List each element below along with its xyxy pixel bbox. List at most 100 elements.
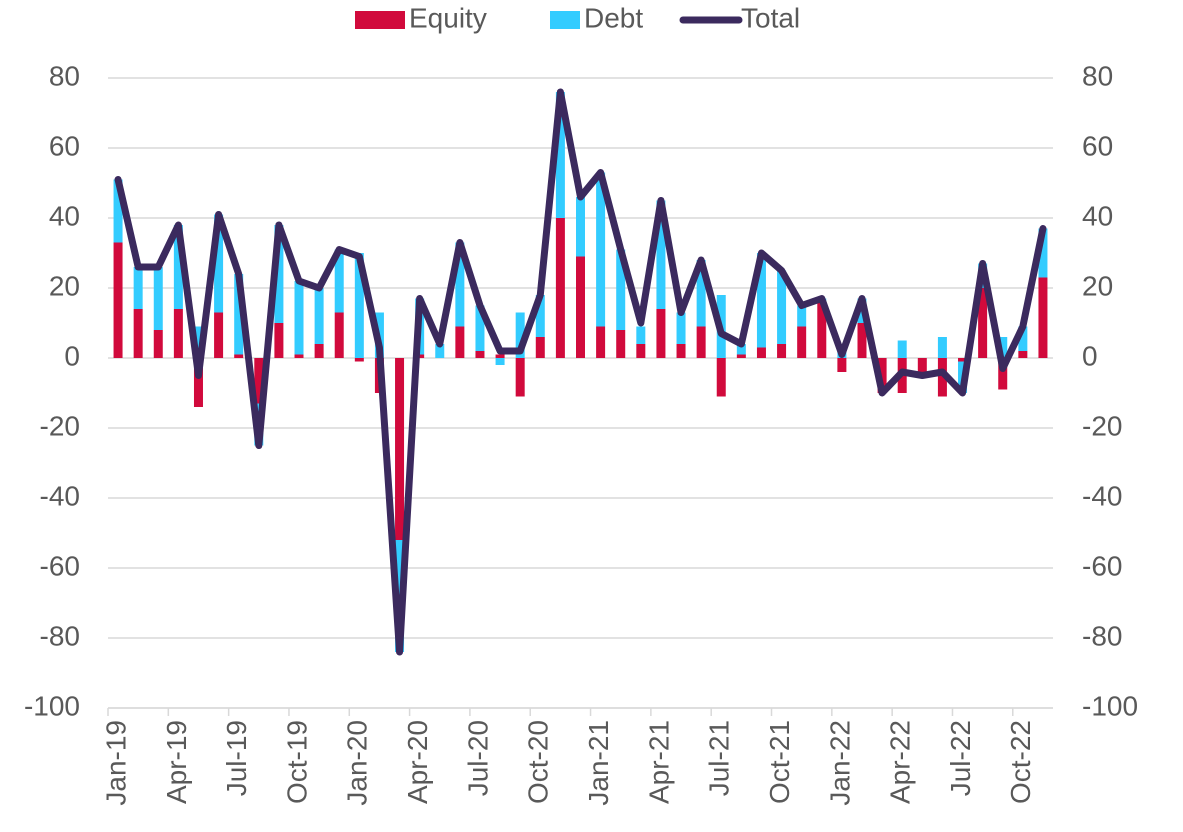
legend-label: Debt [584,2,643,33]
bar [395,358,405,540]
bar [616,249,626,330]
y2-tick-label: -60 [1082,550,1122,581]
x-tick-label: Jul-20 [462,720,493,796]
x-tick-label: Jan-20 [342,720,373,806]
y-tick-label: -40 [40,480,80,511]
bar [193,326,203,358]
bar [937,337,947,358]
bar [736,354,746,358]
bar [334,312,344,358]
y2-tick-label: -100 [1082,690,1138,721]
bar [294,281,304,355]
bar [897,340,907,358]
bar [153,330,163,358]
line [114,88,1047,656]
bar [133,309,143,358]
x-tick-label: Apr-21 [643,720,674,804]
bar [736,344,746,355]
bar [817,302,827,358]
bar [837,358,847,372]
y-tick-label: 0 [64,340,80,371]
bar [596,172,606,327]
bar [113,179,123,243]
bar [636,326,646,344]
bar [958,358,968,362]
bar [274,323,284,358]
bar [636,344,646,358]
x-tick-label: Apr-22 [885,720,916,804]
bar [173,225,183,309]
bar [917,358,927,372]
bar [937,358,947,397]
bar [274,225,284,323]
bar [696,326,706,358]
x-tick-label: Apr-20 [402,720,433,804]
bar [1018,351,1028,358]
x-tick-label: Jan-21 [583,720,614,806]
y2-tick-label: -80 [1082,620,1122,651]
bar [535,337,545,358]
x-tick-label: Oct-19 [281,720,312,804]
bar [576,197,585,257]
bar [756,253,766,348]
bar [354,358,364,362]
y-tick-label: 60 [49,130,80,161]
bar [254,358,264,404]
bar [555,92,565,218]
bar [1038,228,1048,278]
legend-label: Total [741,2,800,33]
x-tick-label: Oct-22 [1005,720,1036,804]
bar [857,323,867,358]
bar [354,253,364,358]
y2-tick-label: -40 [1082,480,1122,511]
bar [314,288,324,344]
legend-label: Equity [409,2,487,33]
x-tick-label: Oct-21 [764,720,795,804]
bar [495,358,505,365]
bar [998,358,1008,390]
bar [756,347,766,358]
bar [435,344,445,358]
bar [133,267,143,309]
bar [797,326,807,358]
bar [777,344,787,358]
bar [153,267,163,330]
legend-swatch [550,11,580,29]
bar [616,330,626,358]
y-tick-label: -80 [40,620,80,651]
bar [214,312,224,358]
y2-tick-label: 0 [1082,340,1098,371]
bar [1038,277,1048,358]
bar [234,274,244,355]
bar [576,256,585,358]
bar [475,305,485,351]
bar [455,242,465,327]
bar [797,305,807,327]
bar [495,354,505,358]
x-tick-label: Jul-22 [945,720,976,796]
bar [173,309,183,358]
x-tick-label: Jan-19 [100,720,131,806]
x-tick-label: Oct-20 [523,720,554,804]
y-tick-label: 20 [49,270,80,301]
bar [978,288,988,358]
y-tick-label: -20 [40,410,80,441]
bar [234,354,244,358]
bar [535,295,545,337]
y2-tick-label: 40 [1082,200,1113,231]
y-tick-label: -100 [24,690,80,721]
bar [294,354,304,358]
y-tick-label: 80 [49,60,80,91]
x-tick-label: Jan-22 [824,720,855,806]
bar [113,242,123,358]
y2-tick-label: 20 [1082,270,1113,301]
bar [676,312,686,344]
y2-tick-label: 60 [1082,130,1113,161]
bar [193,358,203,407]
x-tick-label: Jul-21 [704,720,735,796]
y2-tick-label: -20 [1082,410,1122,441]
bar [334,249,344,313]
bar [777,270,787,344]
bar [676,344,686,358]
x-tick-label: Jul-19 [221,720,252,796]
